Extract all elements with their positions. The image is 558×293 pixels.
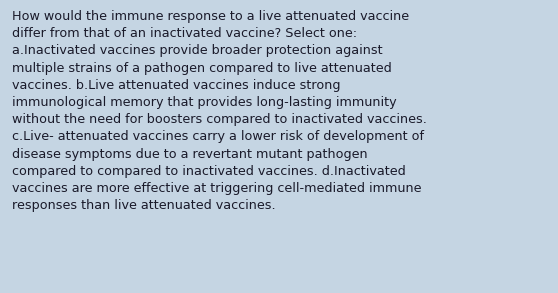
Text: How would the immune response to a live attenuated vaccine
differ from that of a: How would the immune response to a live … — [12, 10, 427, 212]
